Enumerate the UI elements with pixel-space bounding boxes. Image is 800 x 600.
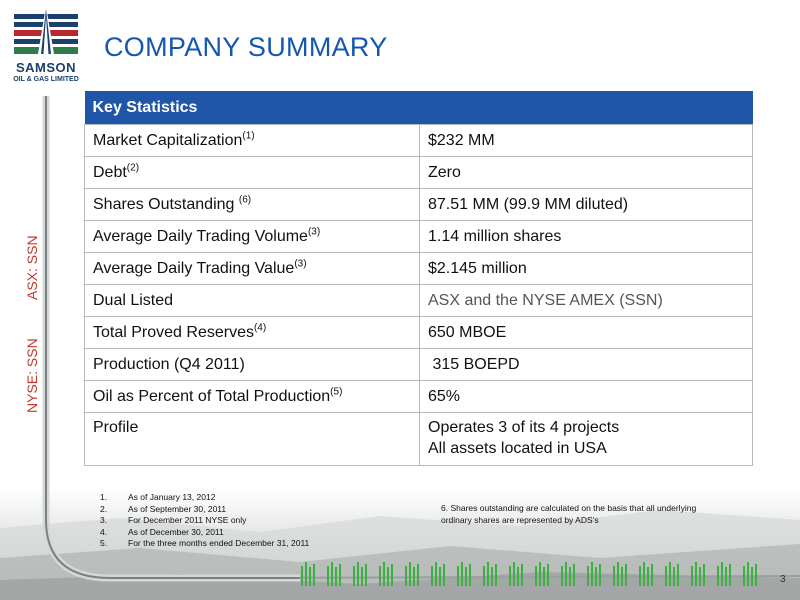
table-header-row: Key Statistics <box>84 91 753 125</box>
table-row: Average Daily Trading Value(3) $2.145 mi… <box>84 252 753 285</box>
footnote-ref: (4) <box>253 322 267 334</box>
derrick-logo-icon <box>14 6 78 58</box>
ticker-nyse: NYSE: SSN <box>24 338 40 413</box>
row-label: Dual Listed <box>84 284 420 317</box>
row-label: Profile <box>84 412 420 466</box>
row-label: Production (Q4 2011) <box>84 348 420 381</box>
row-value: Operates 3 of its 4 projects All assets … <box>419 412 753 466</box>
row-value: Zero <box>419 156 753 189</box>
logo-subtitle: OIL & GAS LIMITED <box>13 76 79 83</box>
table-row: Production (Q4 2011) 315 BOEPD <box>84 348 753 381</box>
footnotes-list: 1. As of January 13, 2012 2. As of Septemb… <box>100 492 309 550</box>
table-row: Oil as Percent of Total Production(5) 65… <box>84 380 753 413</box>
row-value: $2.145 million <box>419 252 753 285</box>
footnote-ref: (1) <box>242 130 255 142</box>
footnote-item: 4. As of December 30, 2011 <box>100 526 224 537</box>
row-value: 650 MBOE <box>419 316 753 349</box>
table-row: Debt(2) Zero <box>84 156 753 189</box>
row-label: Oil as Percent of Total Production(5) <box>84 380 420 413</box>
row-value: $232 MM <box>419 124 753 157</box>
table-row: Total Proved Reserves(4) 650 MBOE <box>84 316 753 349</box>
footnote-ref: (2) <box>126 162 140 174</box>
row-label: Market Capitalization(1) <box>84 124 420 157</box>
page-number: 3 <box>780 574 786 585</box>
row-value: 65% <box>419 380 753 413</box>
footnote-ref: (3) <box>307 226 321 238</box>
key-statistics-table: Key Statistics Market Capitalization(1) … <box>84 91 753 466</box>
footnote-ref: (5) <box>330 386 343 398</box>
footnote-6: 6. Shares outstanding are calculated on … <box>441 503 697 525</box>
row-label: Average Daily Trading Value(3) <box>84 252 420 285</box>
table-header: Key Statistics <box>84 91 753 125</box>
table-row: Profile Operates 3 of its 4 projects All… <box>84 412 753 466</box>
page-title: COMPANY SUMMARY <box>104 32 388 62</box>
footnote-item: 5. For the three months ended December 31… <box>100 538 310 548</box>
footnote-item: 2. As of September 30, 2011 <box>100 503 227 514</box>
row-label: Total Proved Reserves(4) <box>84 316 420 349</box>
footnote-ref: (3) <box>294 258 307 270</box>
footnote-ref: (6) <box>238 194 252 206</box>
profile-line-2: All assets located in USA <box>428 440 607 457</box>
table-row: Average Daily Trading Volume(3) 1.14 mil… <box>84 220 753 253</box>
table-row: Shares Outstanding (6) 87.51 MM (99.9 MM… <box>84 188 753 221</box>
ticker-asx: ASX: SSN <box>24 235 40 300</box>
row-value: ASX and the NYSE AMEX (SSN) <box>419 284 753 317</box>
row-value: 87.51 MM (99.9 MM diluted) <box>419 188 753 221</box>
logo-name: SAMSON <box>15 60 77 75</box>
row-label: Shares Outstanding (6) <box>84 188 420 221</box>
footnote-item: 3. For December 2011 NYSE only <box>100 515 247 525</box>
table-row: Dual Listed ASX and the NYSE AMEX (SSN) <box>84 284 753 317</box>
profile-line-1: Operates 3 of its 4 projects <box>428 419 620 436</box>
samson-logo: SAMSON OIL & GAS LIMITED <box>8 6 84 90</box>
table-row: Market Capitalization(1) $232 MM <box>84 124 753 157</box>
grass-decoration <box>301 561 757 586</box>
row-label: Debt(2) <box>84 156 420 189</box>
row-value: 1.14 million shares <box>419 220 753 253</box>
row-label: Average Daily Trading Volume(3) <box>84 220 420 253</box>
row-value: 315 BOEPD <box>419 348 753 381</box>
footnote-item: 1. As of January 13, 2012 <box>100 492 216 502</box>
